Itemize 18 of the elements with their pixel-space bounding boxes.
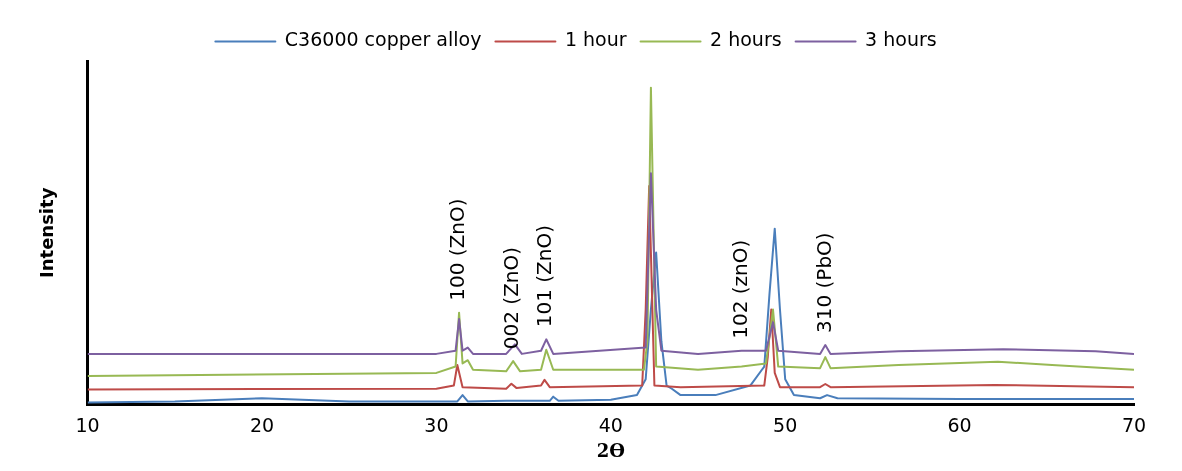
x-tick-label: 50 <box>773 413 798 436</box>
x-axis-title: 2ϴ <box>596 439 625 461</box>
annotation: 101 (ZnO) <box>532 225 557 328</box>
annotation: 310 (PbO) <box>811 232 836 334</box>
x-tick-label: 60 <box>947 413 972 436</box>
annotation: 100 (ZnO) <box>445 198 470 301</box>
legend-label: C36000 copper alloy <box>284 28 482 51</box>
x-tick-label: 40 <box>598 413 623 436</box>
legend-label: 1 hour <box>564 28 627 51</box>
legend-label: 2 hours <box>710 28 782 51</box>
y-axis-title: Intensity <box>36 187 58 278</box>
x-tick-label: 10 <box>75 413 100 436</box>
annotation: 102 (znO) <box>727 239 752 339</box>
x-tick-label: 70 <box>1121 413 1147 436</box>
legend-label: 3 hours <box>865 28 937 51</box>
x-tick-label: 20 <box>249 413 275 436</box>
annotation: 002 (ZnO) <box>499 246 524 350</box>
x-tick-label: 30 <box>424 413 449 436</box>
